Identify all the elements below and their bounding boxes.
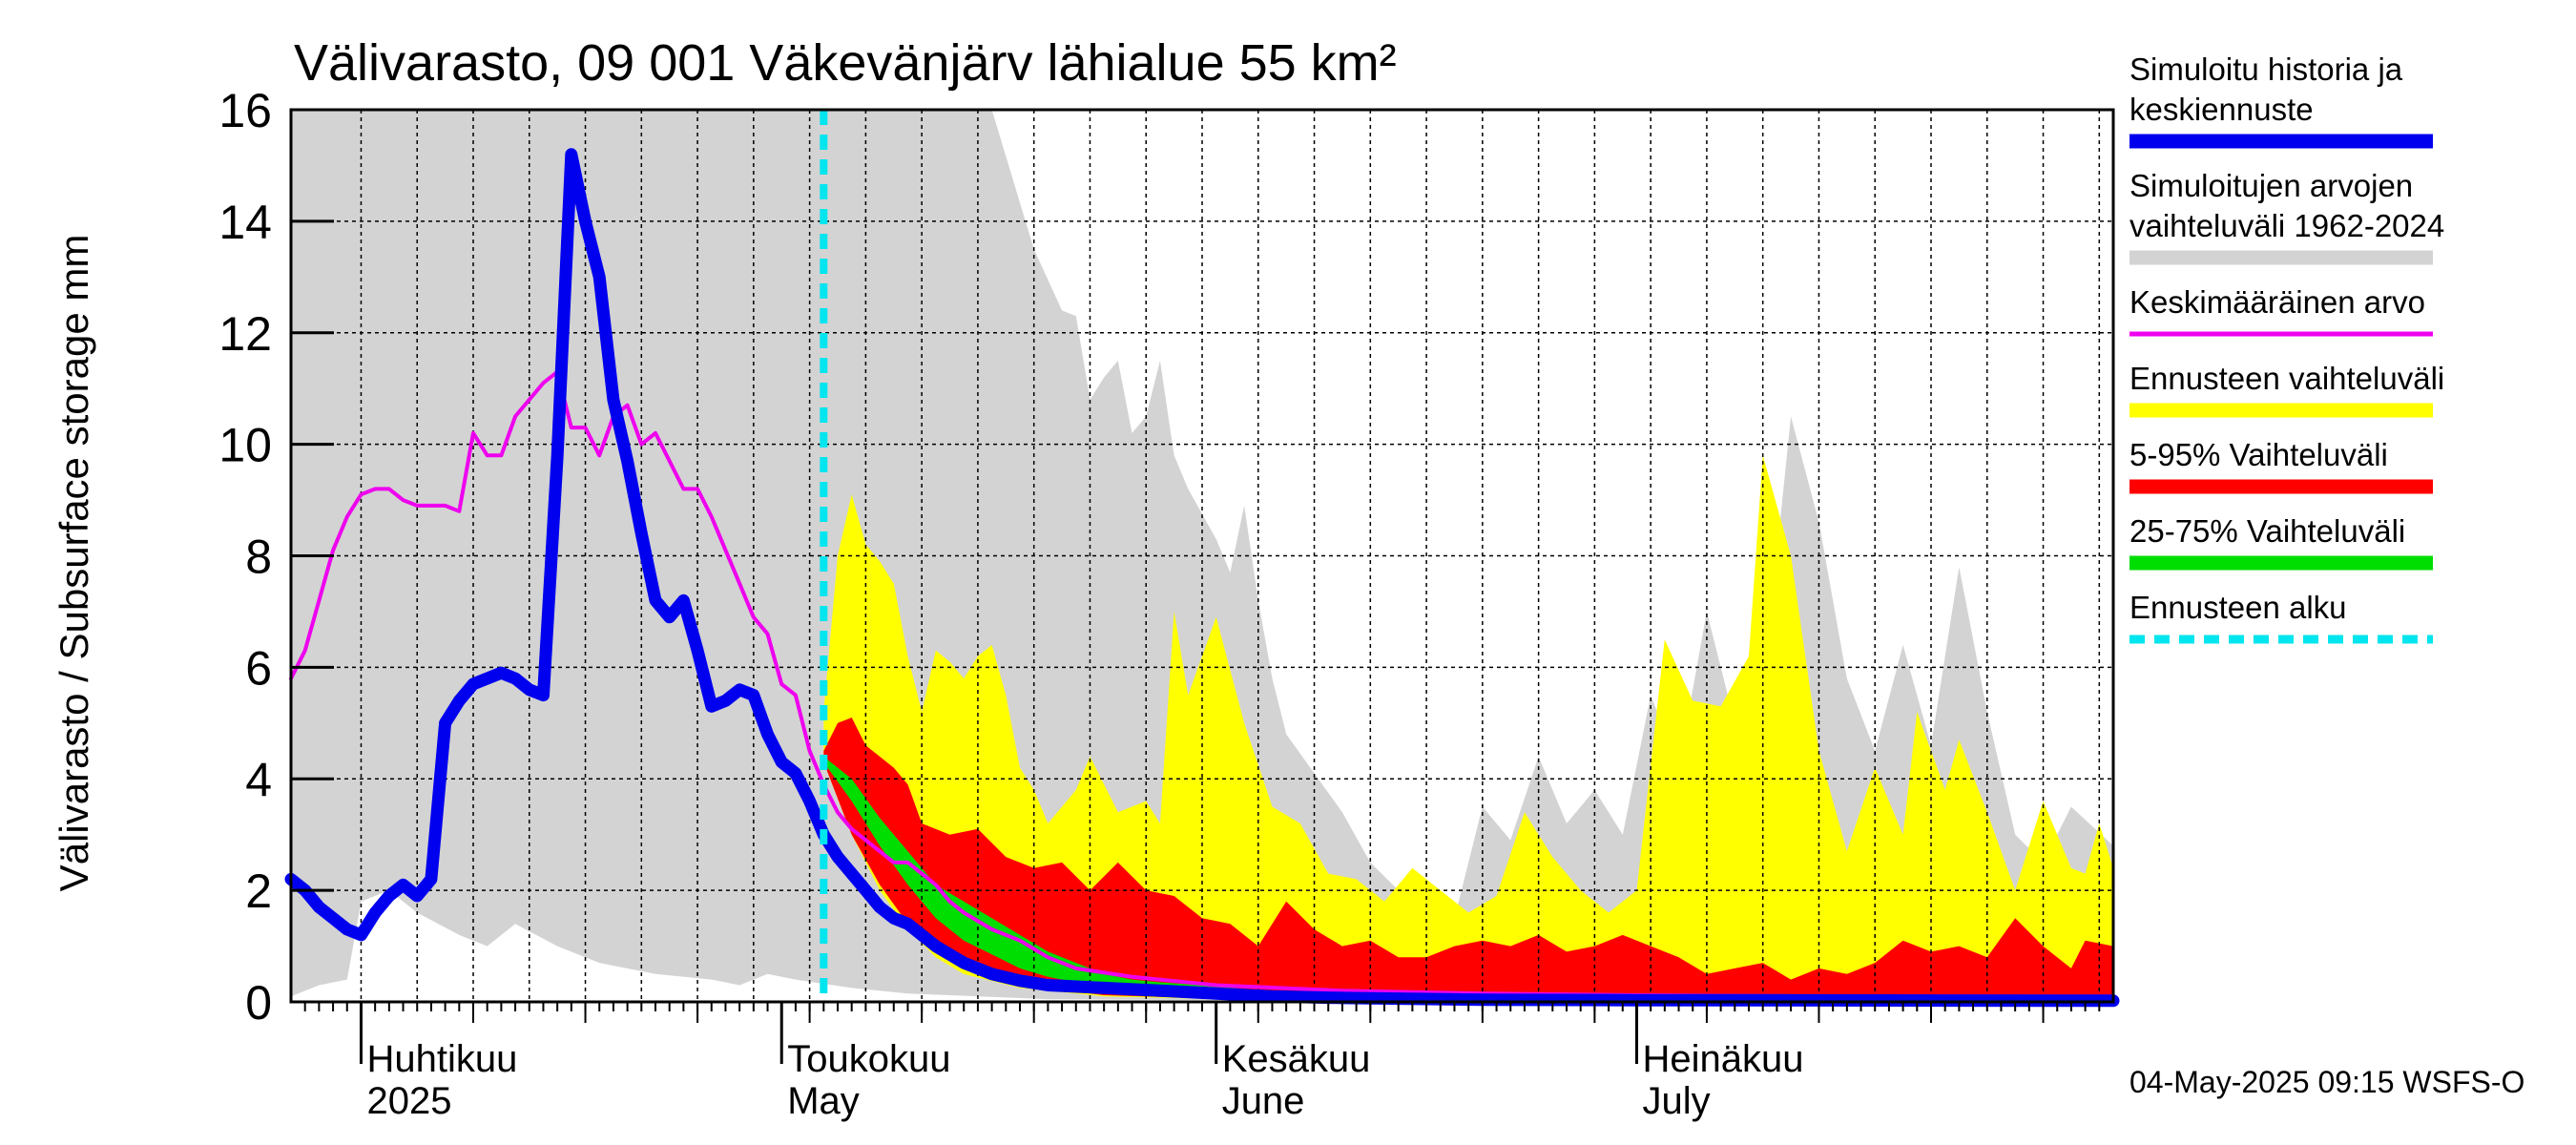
legend-label-hist_range: Simuloitujen arvojen — [2129, 168, 2413, 203]
legend-label-hist_range: vaihteluväli 1962-2024 — [2129, 208, 2444, 243]
band-forecast_range — [823, 455, 2113, 1002]
band-p5_95 — [823, 718, 2113, 1002]
x-month-label: Toukokuu — [787, 1038, 950, 1080]
footer-timestamp: 04-May-2025 09:15 WSFS-O — [2129, 1065, 2524, 1099]
y-tick-label: 14 — [218, 196, 272, 249]
y-tick-label: 12 — [218, 307, 272, 361]
y-tick-label: 8 — [245, 531, 272, 584]
y-tick-label: 6 — [245, 641, 272, 695]
grid — [291, 110, 2113, 1002]
x-month-label-sub: 2025 — [366, 1080, 451, 1122]
legend-label-mean: Keskimääräinen arvo — [2129, 284, 2425, 320]
y-tick-label: 16 — [218, 84, 272, 137]
line-mean — [289, 369, 2115, 999]
y-tick-label: 4 — [245, 753, 272, 806]
legend-label-simulated: keskiennuste — [2129, 92, 2314, 127]
y-tick-label: 2 — [245, 864, 272, 918]
chart-title: Välivarasto, 09 001 Väkevänjärv lähialue… — [294, 34, 1397, 92]
x-month-label-sub: May — [787, 1080, 860, 1122]
legend-label-p5_95: 5-95% Vaihteluväli — [2129, 437, 2388, 472]
legend-label-p25_75: 25-75% Vaihteluväli — [2129, 513, 2405, 549]
x-month-label-sub: July — [1642, 1080, 1710, 1122]
line-simulated — [284, 148, 2120, 1008]
x-month-label: Heinäkuu — [1642, 1038, 1803, 1080]
legend-label-forecast_start: Ennusteen alku — [2129, 590, 2347, 625]
legend: Simuloitu historia ja keskiennuste Simuloi… — [2129, 52, 2444, 644]
y-tick-label: 0 — [245, 976, 272, 1030]
x-month-label-sub: June — [1222, 1080, 1305, 1122]
y-tick-label: 10 — [218, 419, 272, 472]
legend-label-simulated: Simuloitu historia ja — [2129, 52, 2403, 87]
x-month-label: Kesäkuu — [1222, 1038, 1371, 1080]
legend-label-forecast_range: Ennusteen vaihteluväli — [2129, 361, 2444, 396]
y-axis-label: Välivarasto / Subsurface storage mm — [52, 235, 96, 892]
x-month-label: Huhtikuu — [366, 1038, 517, 1080]
